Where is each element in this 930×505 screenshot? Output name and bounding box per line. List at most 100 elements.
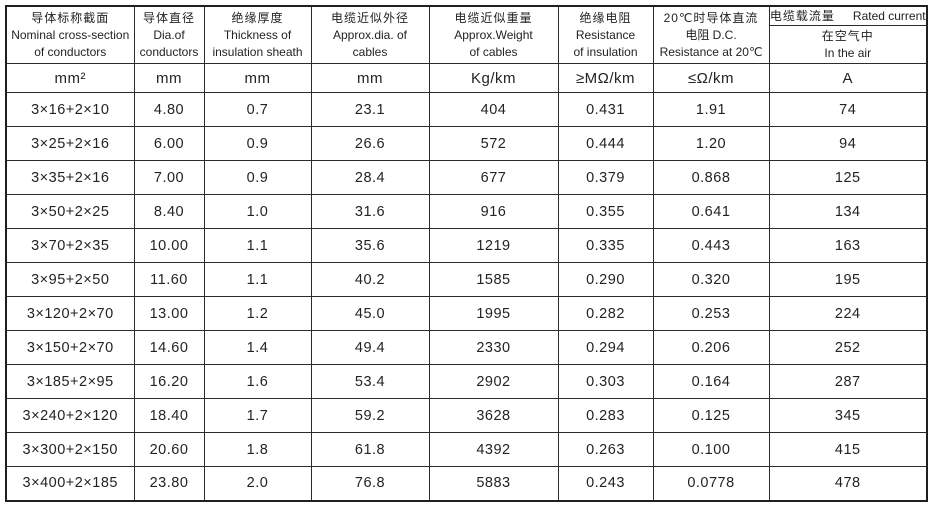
col-header-cable-dia: 电缆近似外径 Approx.dia. of cables (310, 5, 430, 64)
table-cell: 3×50+2×25 (5, 194, 135, 229)
table-cell: 31.6 (310, 194, 430, 229)
table-cell: 0.868 (652, 160, 770, 195)
table-row: 3×16+2×10 4.80 0.7 23.1 404 0.431 1.91 74 (5, 92, 928, 127)
col-header-zh: 电缆近似重量 (454, 11, 533, 25)
table-cell: 224 (768, 296, 928, 331)
table-cell: 252 (768, 330, 928, 365)
table-cell: 3×240+2×120 (5, 398, 135, 433)
table-cell: 478 (768, 466, 928, 501)
table-cell: 345 (768, 398, 928, 433)
col-header-en2: cables (352, 45, 388, 59)
table-cell: 1.4 (203, 330, 312, 365)
col-header-en1: Dia.of (153, 28, 185, 42)
table-cell: 53.4 (310, 364, 430, 399)
table-cell: 3×300+2×150 (5, 432, 135, 467)
table-cell: 0.100 (652, 432, 770, 467)
table-cell: 0.253 (652, 296, 770, 331)
in-the-air-en: In the air (824, 46, 872, 60)
table-cell: 4392 (428, 432, 559, 467)
table-cell: 3×150+2×70 (5, 330, 135, 365)
table-cell: 0.9 (203, 160, 312, 195)
table-cell: 195 (768, 262, 928, 297)
table-cell: 163 (768, 228, 928, 263)
table-cell: 7.00 (133, 160, 205, 195)
table-cell: 23.80 (133, 466, 205, 501)
table-row: 3×120+2×70 13.00 1.2 45.0 1995 0.282 0.253 224 (5, 296, 928, 331)
table-cell: 76.8 (310, 466, 430, 501)
table-row: 3×95+2×50 11.60 1.1 40.2 1585 0.290 0.320 195 (5, 262, 928, 297)
table-cell: 404 (428, 92, 559, 127)
table-cell: 1.8 (203, 432, 312, 467)
col-header-in-the-air: 在空气中 In the air (768, 25, 928, 64)
unit-cell: mm (203, 63, 312, 93)
col-header-en1: Resistance (575, 28, 636, 42)
table-cell: 14.60 (133, 330, 205, 365)
table-cell: 2902 (428, 364, 559, 399)
table-cell: 0.125 (652, 398, 770, 433)
table-cell: 4.80 (133, 92, 205, 127)
table-cell: 1995 (428, 296, 559, 331)
col-header-insulation-thickness: 绝缘厚度 Thickness of insulation sheath (203, 5, 312, 64)
table-cell: 0.263 (557, 432, 654, 467)
table-cell: 0.0778 (652, 466, 770, 501)
table-cell: 572 (428, 126, 559, 161)
table-row: 3×150+2×70 14.60 1.4 49.4 2330 0.294 0.206 252 (5, 330, 928, 365)
col-header-en2: Resistance at 20℃ (659, 45, 763, 59)
table-cell: 0.379 (557, 160, 654, 195)
table-cell: 3×16+2×10 (5, 92, 135, 127)
table-cell: 1.91 (652, 92, 770, 127)
table-cell: 13.00 (133, 296, 205, 331)
col-header-rated-current: 电缆载流量 Rated current (768, 5, 928, 26)
table-cell: 0.431 (557, 92, 654, 127)
table-cell: 3×120+2×70 (5, 296, 135, 331)
table-cell: 3×35+2×16 (5, 160, 135, 195)
table-cell: 5883 (428, 466, 559, 501)
col-header-en1: Approx.Weight (454, 28, 533, 42)
table-cell: 1585 (428, 262, 559, 297)
table-cell: 1.2 (203, 296, 312, 331)
table-cell: 0.355 (557, 194, 654, 229)
col-header-zh: 20℃时导体直流 (663, 11, 759, 25)
in-the-air-zh: 在空气中 (821, 29, 874, 43)
cable-spec-table: 导体标称截面 Nominal cross-section of conducto… (5, 5, 928, 502)
table-cell: 18.40 (133, 398, 205, 433)
table-cell: 0.641 (652, 194, 770, 229)
table-row: 3×70+2×35 10.00 1.1 35.6 1219 0.335 0.443 163 (5, 228, 928, 263)
table-cell: 35.6 (310, 228, 430, 263)
col-header-en1: Approx.dia. of (332, 28, 408, 42)
table-row: 3×25+2×16 6.00 0.9 26.6 572 0.444 1.20 94 (5, 126, 928, 161)
col-header-en2: insulation sheath (212, 45, 303, 59)
table-cell: 125 (768, 160, 928, 195)
table-cell: 2330 (428, 330, 559, 365)
col-header-en2: of conductors (34, 45, 107, 59)
table-cell: 10.00 (133, 228, 205, 263)
table-cell: 2.0 (203, 466, 312, 501)
table-row: 3×50+2×25 8.40 1.0 31.6 916 0.355 0.641 134 (5, 194, 928, 229)
table-cell: 3×25+2×16 (5, 126, 135, 161)
table-cell: 0.290 (557, 262, 654, 297)
table-cell: 16.20 (133, 364, 205, 399)
col-header-zh: 导体标称截面 (31, 11, 110, 25)
col-header-cable-weight: 电缆近似重量 Approx.Weight of cables (428, 5, 559, 64)
col-header-dc-resistance: 20℃时导体直流 电阻 D.C. Resistance at 20℃ (652, 5, 770, 64)
table-cell: 3×70+2×35 (5, 228, 135, 263)
table-cell: 26.6 (310, 126, 430, 161)
table-cell: 0.282 (557, 296, 654, 331)
unit-cell: A (768, 63, 928, 93)
table-row: 3×240+2×120 18.40 1.7 59.2 3628 0.283 0.125 345 (5, 398, 928, 433)
unit-cell: mm (133, 63, 205, 93)
unit-cell: mm (310, 63, 430, 93)
table-cell: 134 (768, 194, 928, 229)
table-row: 3×400+2×185 23.80 2.0 76.8 5883 0.243 0.0778 47… (5, 466, 928, 501)
table-cell: 1.6 (203, 364, 312, 399)
rated-current-label-zh: 电缆载流量 (769, 9, 835, 23)
table-cell: 3×400+2×185 (5, 466, 135, 501)
table-row: 3×35+2×16 7.00 0.9 28.4 677 0.379 0.868 125 (5, 160, 928, 195)
col-header-zh: 电缆近似外径 (330, 11, 409, 25)
unit-cell: Kg/km (428, 63, 559, 93)
table-cell: 94 (768, 126, 928, 161)
col-header-en1: Thickness of (223, 28, 292, 42)
table-cell: 0.335 (557, 228, 654, 263)
table-body: 3×16+2×10 4.80 0.7 23.1 404 0.431 1.91 74 3×25+2… (5, 92, 928, 501)
